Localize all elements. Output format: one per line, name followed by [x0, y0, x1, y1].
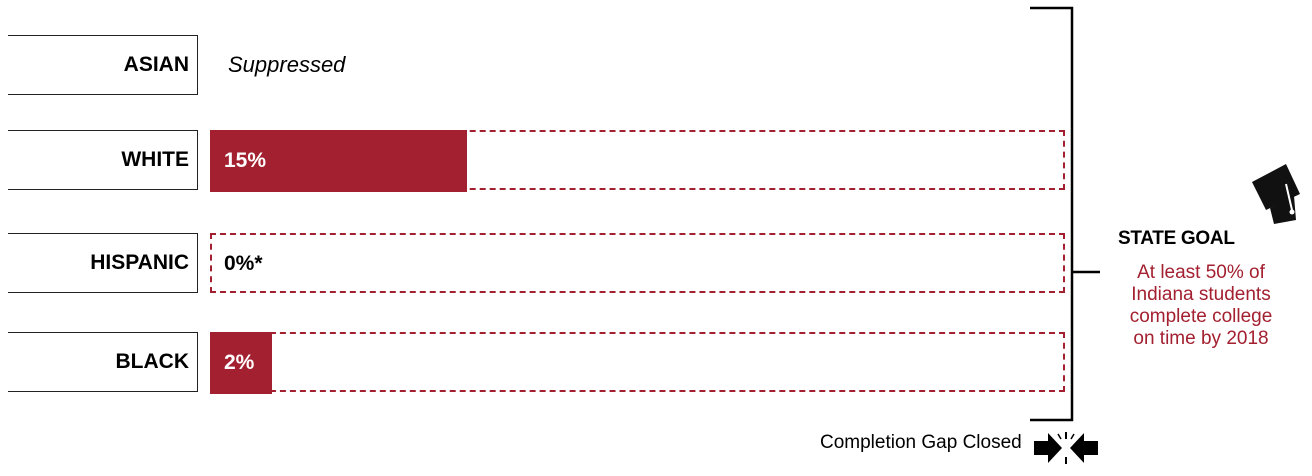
value-label: 0%*: [224, 252, 263, 275]
goal-outline: [210, 332, 1065, 392]
category-label: BLACK: [8, 332, 198, 392]
goal-bracket: [1030, 6, 1100, 422]
bar: [210, 332, 272, 394]
goal-title: STATE GOAL: [1118, 228, 1235, 249]
goal-text-line: Indiana students: [1131, 284, 1271, 305]
bar: [210, 130, 467, 192]
value-label: 15%: [224, 149, 267, 172]
gap-label: Completion Gap Closed: [820, 432, 1022, 453]
category-label: WHITE: [8, 130, 198, 190]
goal-text-line: At least 50% of: [1137, 262, 1265, 283]
value-label: Suppressed: [228, 52, 346, 77]
goal-description: At least 50% of Indiana students complet…: [1090, 262, 1312, 350]
value-label: 2%: [224, 351, 255, 374]
graduation-cap-icon: [1252, 164, 1300, 224]
category-label: ASIAN: [8, 35, 198, 95]
goal-text-line: complete college: [1129, 306, 1273, 327]
converging-arrows-icon: [1034, 432, 1098, 464]
category-label: HISPANIC: [8, 233, 198, 293]
goal-outline: [210, 233, 1065, 293]
goal-text-line: on time by 2018: [1133, 328, 1269, 349]
